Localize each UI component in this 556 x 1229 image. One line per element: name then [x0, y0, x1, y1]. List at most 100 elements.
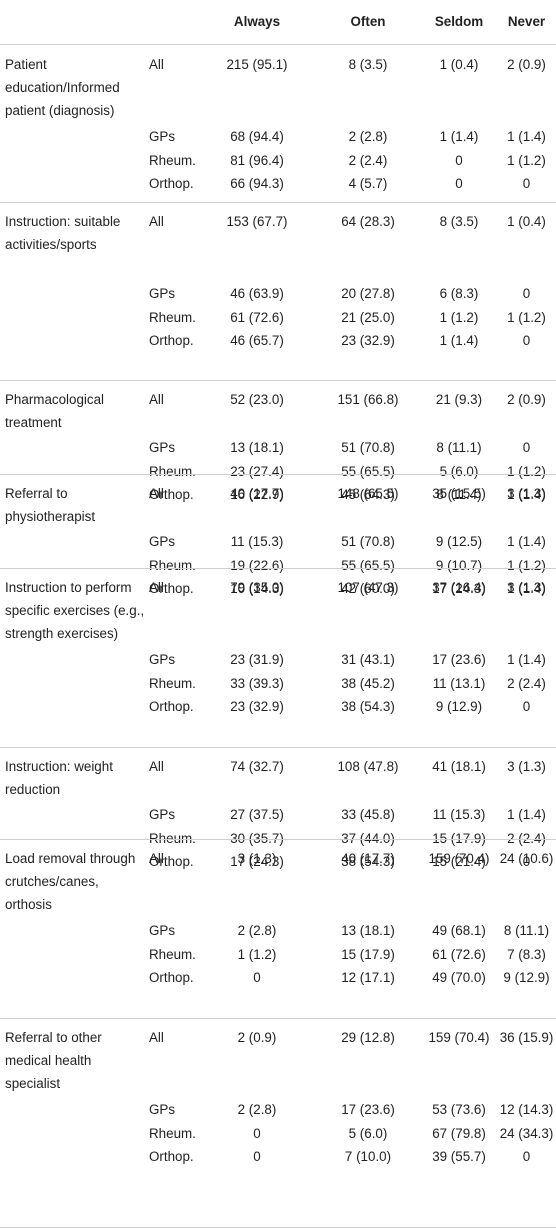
table-row: Orthop. 16 (22.9) 45 (64.3) 8 (11.4) 1 (1.4) — [0, 483, 556, 506]
table-row: All 153 (67.7) 64 (28.3) 8 (3.5) 1 (0.4) — [0, 210, 556, 233]
cell-often: 107 (47.3) — [337, 580, 399, 595]
cell-seldom: 6 (8.3) — [439, 286, 479, 301]
cell-group: Orthop. — [149, 970, 194, 986]
cell-group: Rheum. — [149, 463, 196, 479]
cell-seldom: 49 (70.0) — [432, 970, 486, 986]
cell-always: 10 (14.3) — [230, 581, 284, 597]
cell-never: 1 (1.4) — [507, 487, 546, 503]
cell-group: GPs — [149, 1102, 176, 1117]
cell-group: All — [149, 759, 164, 774]
cell-often: 23 (32.9) — [341, 333, 395, 349]
table-row: Orthop. 46 (65.7) 23 (32.9) 1 (1.4) 0 — [0, 329, 556, 352]
table-row: Orthop. 17 (24.3) 38 (54.3) 15 (21.4) 0 — [0, 850, 556, 873]
cell-always: 46 (63.9) — [230, 286, 284, 301]
table-bottom-border — [0, 1227, 556, 1228]
cell-often: 38 (54.3) — [341, 854, 395, 870]
group-divider — [0, 474, 556, 475]
cell-seldom: 11 (13.1) — [432, 675, 486, 691]
header-often: Often — [350, 14, 386, 29]
cell-seldom: 15 (21.4) — [432, 854, 486, 870]
cell-seldom: 41 (18.1) — [432, 759, 486, 774]
cell-seldom: 9 (10.7) — [435, 557, 483, 573]
header-never: Never — [507, 14, 546, 29]
cell-always: 61 (72.6) — [230, 309, 284, 325]
cell-often: 33 (45.8) — [341, 807, 395, 822]
header-divider — [0, 44, 556, 45]
cell-seldom: 15 (17.9) — [418, 827, 500, 850]
table-row: Orthop. 10 (14.3) 42 (60.0) 17 (24.3) 1 (1.4… — [0, 577, 556, 600]
cell-often: 4 (5.7) — [348, 176, 388, 192]
cell-group: GPs — [149, 652, 176, 667]
cell-never: 3 (1.3) — [507, 580, 546, 595]
table-row: Orthop. 66 (94.3) 4 (5.7) 0 0 — [0, 172, 556, 195]
cell-seldom: 35 (15.5) — [432, 486, 486, 501]
cell-always: 30 (35.7) — [196, 827, 318, 850]
cell-seldom: 67 (79.8) — [432, 1125, 486, 1141]
table-row: All 215 (95.1) 8 (3.5) 1 (0.4) 2 (0.9) — [0, 53, 556, 76]
cell-always: 2 (2.8) — [237, 923, 277, 938]
cell-never: 1 (1.4) — [507, 807, 546, 822]
table-row: GPs 46 (63.9) 20 (27.8) 6 (8.3) 0 — [0, 282, 556, 305]
cell-group: GPs — [149, 807, 176, 822]
cell-never: 1 (1.4) — [507, 534, 546, 549]
cell-always: 23 (32.9) — [230, 699, 284, 715]
cell-group: Orthop. — [149, 854, 194, 870]
table-row: Orthop. 0 12 (17.1) 49 (70.0) 9 (12.9) — [0, 966, 556, 989]
cell-always: 11 (15.3) — [230, 534, 284, 549]
cell-often: 45 (64.3) — [341, 487, 395, 503]
table-row: GPs 68 (94.4) 2 (2.8) 1 (1.4) 1 (1.4) — [0, 125, 556, 148]
cell-seldom: 9 (12.9) — [435, 699, 483, 715]
cell-always: 74 (32.7) — [230, 759, 284, 774]
cell-never: 12 (14.3) — [499, 1102, 554, 1117]
cell-group: All — [149, 214, 164, 229]
cell-seldom: 39 (55.7) — [432, 1149, 486, 1165]
cell-group: Orthop. — [149, 699, 194, 715]
group-divider — [0, 839, 556, 840]
table-row: All 40 (17.7) 148 (65.5) 35 (15.5) 3 (1.3) — [0, 482, 556, 505]
cell-seldom: 53 (73.6) — [432, 1102, 486, 1117]
item-label: Instruction: suitable activities/sports — [5, 214, 121, 252]
cell-group: GPs — [149, 534, 176, 549]
group-divider — [0, 202, 556, 203]
cell-group: GPs — [149, 440, 176, 455]
cell-always: 2 (0.9) — [237, 1030, 277, 1045]
table-row: Rheum. 61 (72.6) 21 (25.0) 1 (1.2) 1 (1.2) — [0, 306, 556, 329]
item-label: Instruction: weight reduction — [5, 759, 113, 797]
table-row: Orthop. 23 (32.9) 38 (54.3) 9 (12.9) 0 — [0, 695, 556, 718]
cell-never: 1 (1.4) — [507, 129, 546, 144]
cell-never: 0 — [522, 176, 531, 192]
cell-never: 1 (1.2) — [507, 152, 546, 168]
cell-always: 66 (94.3) — [230, 176, 284, 192]
cell-never: 1 (1.2) — [507, 463, 546, 479]
cell-never: 1 (1.2) — [507, 557, 546, 573]
table-row: GPs 2 (2.8) 13 (18.1) 49 (68.1) 8 (11.1) — [0, 919, 556, 942]
cell-group: All — [149, 57, 164, 72]
table-header: Always Often Seldom Never — [0, 0, 556, 44]
cell-never: 8 (11.1) — [503, 923, 550, 938]
table-row: GPs 23 (31.9) 31 (43.1) 17 (23.6) 1 (1.4) — [0, 648, 556, 671]
cell-never: 9 (12.9) — [503, 970, 550, 986]
cell-never: 1 (1.4) — [507, 652, 546, 667]
cell-often: 7 (10.0) — [344, 1149, 392, 1165]
table-row: Rheum.30 (35.7)37 (44.0)15 (17.9)2 (2.4) — [0, 827, 556, 850]
cell-always: 2 (2.8) — [237, 1102, 277, 1117]
cell-often: 12 (17.1) — [341, 970, 395, 986]
cell-seldom: 5 (6.0) — [439, 463, 479, 479]
cell-never: 7 (8.3) — [507, 946, 546, 962]
cell-never: 2 (2.4) — [497, 827, 556, 850]
cell-never: 0 — [522, 1149, 531, 1165]
cell-always: 40 (17.7) — [230, 486, 284, 501]
item-label: Instruction to perform specific exercise… — [5, 580, 145, 641]
cell-often: 31 (43.1) — [341, 652, 395, 667]
cell-often: 38 (54.3) — [341, 699, 395, 715]
cell-group: Rheum. — [149, 1125, 196, 1141]
group-divider — [0, 1018, 556, 1019]
cell-group: Orthop. — [149, 581, 194, 597]
cell-seldom: 9 (12.5) — [435, 534, 483, 549]
table-row: GPs 27 (37.5) 33 (45.8) 11 (15.3) 1 (1.4) — [0, 803, 556, 826]
cell-always: 1 (1.2) — [237, 946, 277, 962]
cell-often: 15 (17.9) — [341, 946, 395, 962]
cell-group: Orthop. — [149, 333, 194, 349]
cell-often: 21 (25.0) — [341, 309, 395, 325]
cell-often: 8 (3.5) — [348, 57, 388, 72]
